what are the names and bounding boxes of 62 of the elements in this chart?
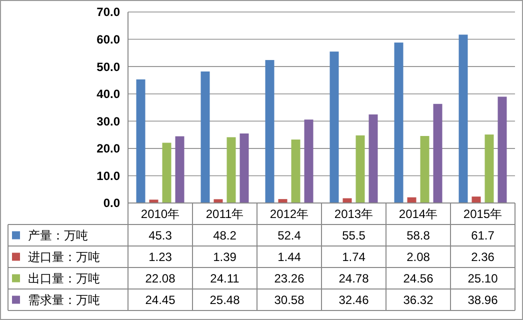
data-label: 30.58 [274,292,305,307]
bar [226,137,236,203]
bar [484,134,494,203]
bar [330,52,339,203]
y-tick-label: 40.0 [96,87,120,102]
bar [136,79,146,203]
bar [265,60,274,203]
data-label: 1.23 [148,250,172,264]
y-tick-label: 0.0 [103,196,120,210]
data-label: 52.4 [278,228,302,242]
data-label: 2.36 [471,250,495,264]
data-label: 1.74 [342,250,366,264]
bar [214,199,223,203]
x-tick-label: 2012年 [270,206,309,221]
y-tick-label: 30.0 [96,114,120,128]
bar [433,104,442,203]
x-tick-label: 2013年 [334,206,374,221]
bar [175,136,184,203]
y-tick-label: 70.0 [96,5,120,20]
bar [356,135,365,203]
data-label: 24.56 [403,271,434,286]
legend-label: 需求量：万吨 [28,292,100,307]
data-label: 32.46 [338,292,370,307]
data-label: 48.2 [213,228,237,242]
legend-label: 进口量：万吨 [28,250,100,264]
legend-label: 产量：万吨 [28,228,88,242]
x-tick-label: 2015年 [463,206,502,221]
bar [458,34,468,203]
bar [472,196,481,203]
legend-label: 出口量：万吨 [28,271,100,286]
data-label: 24.11 [210,271,240,286]
x-tick-label: 2010年 [140,206,180,221]
bar [291,140,300,203]
data-label: 1.39 [213,250,237,264]
data-label: 55.5 [342,228,366,242]
x-tick-label: 2011年 [206,206,244,221]
bar [304,120,314,203]
y-tick-label: 10.0 [96,168,120,183]
data-label: 1.44 [278,250,302,264]
data-label: 2.08 [406,250,430,264]
bar [498,96,507,203]
data-label: 25.48 [210,292,240,307]
bar [420,136,430,203]
bar [240,133,249,203]
y-tick-label: 20.0 [96,142,120,156]
data-label: 25.10 [468,271,498,286]
data-label: 38.96 [468,292,498,307]
data-label: 23.26 [274,271,305,286]
bar [394,42,404,203]
data-label: 24.45 [145,292,176,307]
y-tick-label: 50.0 [96,60,120,74]
bar [200,71,210,203]
bar [162,142,172,203]
bar [368,114,378,203]
y-tick-label: 60.0 [96,32,120,46]
data-label: 45.3 [148,228,172,242]
data-label: 22.08 [145,271,176,286]
data-label: 58.8 [406,228,430,242]
data-label: 61.7 [471,228,495,242]
data-label: 24.78 [338,271,370,286]
x-tick-label: 2014年 [398,206,438,221]
data-label: 36.32 [403,292,434,307]
